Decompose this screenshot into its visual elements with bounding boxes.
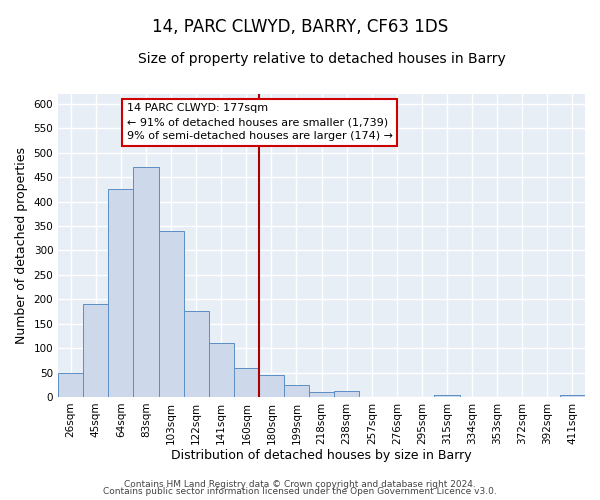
Bar [309, 392, 334, 397]
Text: Contains HM Land Registry data © Crown copyright and database right 2024.: Contains HM Land Registry data © Crown c… [124, 480, 476, 489]
Bar [184, 312, 209, 397]
Bar [209, 343, 234, 397]
Bar [109, 190, 133, 397]
Bar [158, 231, 184, 397]
Text: 14 PARC CLWYD: 177sqm
← 91% of detached houses are smaller (1,739)
9% of semi-de: 14 PARC CLWYD: 177sqm ← 91% of detached … [127, 103, 392, 141]
Y-axis label: Number of detached properties: Number of detached properties [15, 147, 28, 344]
Bar [58, 372, 83, 397]
Bar [434, 394, 460, 397]
Text: 14, PARC CLWYD, BARRY, CF63 1DS: 14, PARC CLWYD, BARRY, CF63 1DS [152, 18, 448, 36]
Title: Size of property relative to detached houses in Barry: Size of property relative to detached ho… [138, 52, 505, 66]
Bar [259, 375, 284, 397]
Text: Contains public sector information licensed under the Open Government Licence v3: Contains public sector information licen… [103, 488, 497, 496]
Bar [83, 304, 109, 397]
Bar [284, 384, 309, 397]
Bar [560, 394, 585, 397]
X-axis label: Distribution of detached houses by size in Barry: Distribution of detached houses by size … [171, 450, 472, 462]
Bar [234, 368, 259, 397]
Bar [133, 168, 158, 397]
Bar [334, 391, 359, 397]
